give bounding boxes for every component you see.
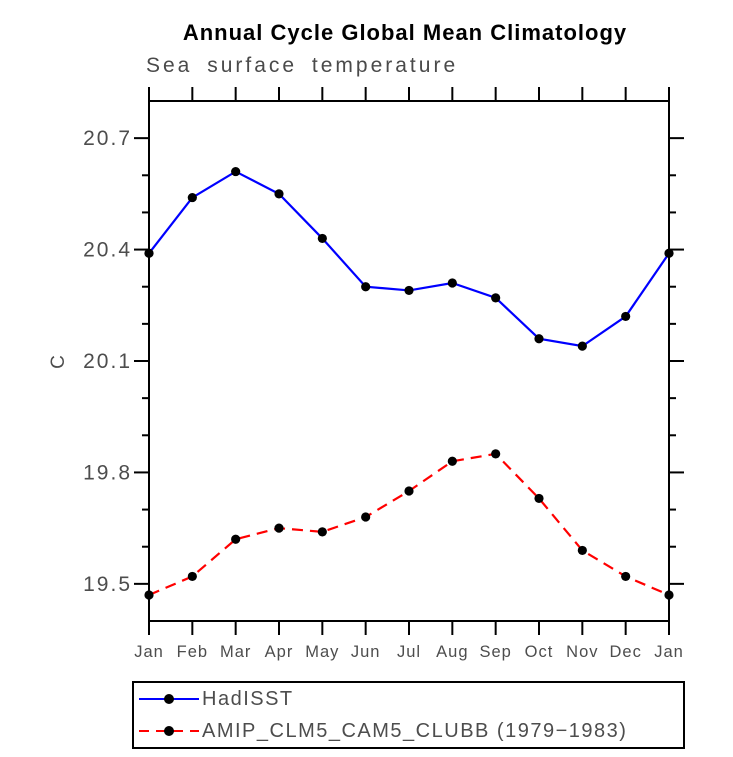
data-point-marker bbox=[361, 512, 371, 522]
series-amip bbox=[144, 449, 674, 600]
chart-title: Annual Cycle Global Mean Climatology bbox=[182, 20, 628, 45]
chart-canvas: Jan Feb Mar Apr May Jun Jul Aug Sep Oct Nov Dec Jan 1… bbox=[48, 87, 684, 661]
data-point-marker bbox=[534, 493, 544, 504]
legend-line-amip bbox=[139, 726, 199, 736]
x-tick-label: Jun bbox=[351, 643, 381, 661]
data-point-marker bbox=[274, 189, 284, 199]
plot-frame bbox=[148, 100, 670, 622]
x-tick-label: May bbox=[305, 643, 339, 661]
data-point-marker bbox=[187, 192, 197, 203]
data-point-marker bbox=[274, 523, 284, 533]
data-point-marker bbox=[621, 311, 631, 322]
data-point-marker bbox=[144, 248, 154, 258]
data-point-marker bbox=[447, 278, 457, 288]
y-tick-label: 20.1 bbox=[83, 350, 132, 373]
y-axis: 19.5 19.8 20.1 20.4 20.7 bbox=[83, 127, 684, 596]
legend-label-amip: AMIP_CLM5_CAM5_CLUBB (1979−1983) bbox=[202, 719, 628, 742]
legend-item-hadisst: HadISST bbox=[139, 684, 683, 714]
data-point-marker bbox=[577, 341, 587, 351]
series-hadisst bbox=[144, 166, 674, 351]
data-point-marker bbox=[664, 248, 674, 258]
data-point-marker bbox=[404, 486, 414, 496]
x-tick-label: Mar bbox=[220, 643, 251, 661]
legend-marker-dot bbox=[164, 726, 174, 736]
data-point-marker bbox=[404, 285, 414, 296]
legend-box: HadISST AMIP_CLM5_CAM5_CLUBB (1979−1983) bbox=[132, 681, 685, 749]
x-tick-label: Aug bbox=[436, 643, 468, 661]
x-tick-label: Apr bbox=[265, 643, 294, 661]
y-tick-label: 20.4 bbox=[83, 239, 132, 262]
legend-label-hadisst: HadISST bbox=[202, 687, 294, 710]
legend-line-hadisst bbox=[139, 694, 199, 704]
y-tick-label: 19.8 bbox=[83, 461, 132, 484]
x-tick-label: Jul bbox=[397, 643, 421, 661]
y-axis-title: C bbox=[48, 353, 69, 369]
x-tick-label: Sep bbox=[479, 643, 511, 661]
data-point-marker bbox=[317, 527, 327, 537]
data-point-marker bbox=[317, 233, 327, 244]
x-tick-label: Feb bbox=[177, 643, 208, 661]
legend-marker-dot bbox=[164, 694, 174, 704]
data-point-marker bbox=[534, 334, 544, 344]
legend-item-amip: AMIP_CLM5_CAM5_CLUBB (1979−1983) bbox=[139, 716, 683, 746]
data-point-marker bbox=[231, 166, 241, 177]
data-point-marker bbox=[361, 282, 371, 292]
data-point-marker bbox=[491, 449, 501, 459]
data-point-marker bbox=[664, 590, 674, 600]
x-axis: Jan Feb Mar Apr May Jun Jul Aug Sep Oct Nov Dec Jan bbox=[134, 87, 684, 661]
x-tick-label: Jan bbox=[654, 643, 684, 661]
data-point-marker bbox=[621, 571, 631, 582]
x-tick-label: Nov bbox=[566, 643, 598, 661]
y-tick-label: 20.7 bbox=[83, 127, 132, 150]
x-tick-label: Oct bbox=[525, 643, 554, 661]
data-point-marker bbox=[491, 293, 501, 303]
data-point-marker bbox=[231, 534, 241, 544]
y-tick-label: 19.5 bbox=[83, 573, 132, 596]
series-line bbox=[148, 170, 670, 348]
data-point-marker bbox=[447, 456, 457, 466]
series-line bbox=[148, 452, 670, 597]
data-point-marker bbox=[144, 590, 154, 600]
x-tick-label: Dec bbox=[609, 643, 641, 661]
chart-subtitle: Sea surface temperature bbox=[146, 54, 459, 77]
x-tick-label: Jan bbox=[134, 643, 164, 661]
data-point-marker bbox=[577, 545, 587, 556]
data-point-marker bbox=[187, 571, 197, 582]
